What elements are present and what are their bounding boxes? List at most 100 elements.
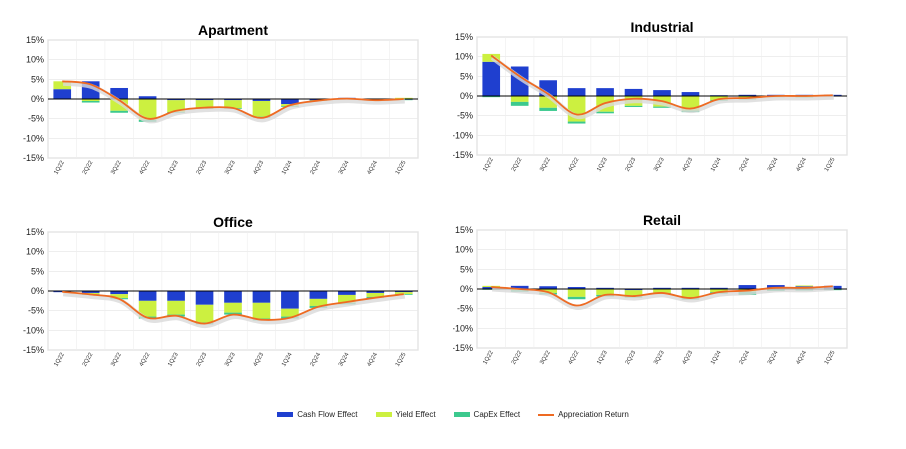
x-tick-label: 2Q23 [625,349,638,365]
bar-cash-flow-effect [567,287,586,289]
bar-capex-effect [81,100,100,103]
x-tick-label: 3Q23 [653,349,666,365]
bar-cash-flow-effect [624,88,643,96]
bar-cash-flow-effect [653,90,671,96]
bar-capex-effect [539,107,557,111]
bar-yield-effect [539,96,557,108]
bar-cash-flow-effect [110,291,128,295]
x-tick-label: 4Q24 [795,156,808,172]
line-appreciation-return [62,80,404,120]
bar-cash-flow-effect [596,88,614,96]
y-tick-label: -10% [23,325,44,335]
x-tick-label: 2Q22 [82,351,95,367]
y-tick-label: 15% [455,225,473,235]
bar-cash-flow-effect [224,99,242,101]
bar-yield-effect [394,97,413,99]
bar-cash-flow-effect [195,291,214,305]
x-tick-label: 4Q24 [366,159,379,175]
y-tick-label: 0% [31,286,44,296]
bar-yield-effect [110,294,128,299]
x-tick-label: 1Q22 [53,351,66,367]
x-tick-label: 4Q22 [568,349,581,365]
bar-cash-flow-effect [738,94,757,96]
bar-capex-effect [567,121,586,124]
legend-item: CapEx Effect [453,410,520,419]
y-tick-label: 15% [26,35,44,45]
bar-yield-effect [681,96,700,111]
bar-cash-flow-effect [681,287,700,289]
bar-yield-effect [366,292,385,297]
legend-swatch [277,412,294,417]
x-tick-label: 4Q22 [568,156,581,172]
chart-title: Industrial [630,19,693,35]
bar-cash-flow-effect [281,291,299,309]
x-tick-label: 3Q22 [539,156,552,172]
bar-cash-flow-effect [81,291,100,293]
y-tick-label: -5% [28,114,44,124]
y-tick-label: -10% [23,133,44,143]
bar-yield-effect [110,99,128,111]
x-tick-label: 1Q22 [53,159,66,175]
x-tick-label: 1Q24 [710,156,723,172]
y-tick-label: 0% [460,91,473,101]
chart-svg-office: Office 15% 10% 5% 0% -5% -10% -15% 1Q22 2Q22 3Q22 4… [23,214,419,368]
chart-panel-industrial: Industrial 15% 10% 5% 0% -5% -10% -15% 1Q22 2Q22 3… [453,0,906,195]
y-tick-label: -10% [453,323,473,333]
bar-cash-flow-effect [110,87,128,99]
x-tick-label: 2Q24 [310,351,323,367]
y-tick-label: 5% [31,266,44,276]
bar-capex-effect [653,106,671,108]
x-tick-label: 3Q24 [338,351,351,367]
bar-cash-flow-effect [281,99,299,105]
x-tick-label: 2Q23 [196,351,209,367]
bar-cash-flow-effect [252,291,271,303]
bar-cash-flow-effect [738,285,757,289]
bar-cash-flow-effect [252,99,271,101]
bar-yield-effect [195,100,214,109]
bar-yield-effect [710,289,728,293]
chart-svg-industrial: Industrial 15% 10% 5% 0% -5% -10% -15% 1Q22 2Q22 3… [453,19,848,173]
legend-item: Appreciation Return [538,410,629,419]
line-appreciation-return [62,290,404,325]
bar-cash-flow-effect [366,291,385,293]
y-tick-label: 15% [26,227,44,237]
bar-yield-effect [281,308,299,317]
bar-yield-effect [596,289,614,295]
bar-cash-flow-effect [138,291,157,301]
y-tick-label: 15% [455,32,473,42]
x-tick-label: 1Q24 [710,349,723,365]
x-tick-label: 1Q23 [596,156,609,172]
bar-yield-effect [224,302,242,313]
x-tick-label: 4Q22 [139,351,152,367]
y-tick-label: 10% [455,245,473,255]
x-tick-label: 2Q24 [739,156,752,172]
bar-yield-effect [81,99,100,101]
x-tick-label: 3Q22 [110,159,123,175]
appreciation-line-shadow [62,291,406,329]
x-tick-label: 2Q23 [625,156,638,172]
x-tick-label: 4Q23 [253,351,266,367]
bar-yield-effect [567,289,586,297]
chart-panel-office: Office 15% 10% 5% 0% -5% -10% -15% 1Q22 2Q22 3Q22 4… [0,195,453,390]
x-tick-label: 1Q25 [395,159,408,175]
bar-cash-flow-effect [710,287,728,289]
bar-yield-effect [681,289,700,299]
chart-title: Apartment [198,22,268,38]
bar-capex-effect [596,111,614,114]
x-tick-label: 2Q22 [511,349,524,365]
x-tick-label: 4Q23 [682,349,695,365]
legend: Cash Flow Effect Yield Effect CapEx Effect… [0,410,906,419]
y-tick-label: -5% [457,111,473,121]
chart-panel-retail: Retail 15% 10% 5% 0% -5% -10% -15% 1Q22 2Q22 3Q22 4… [453,195,906,390]
bar-capex-effect [110,110,128,113]
legend-label: Appreciation Return [558,410,629,419]
x-tick-label: 1Q25 [824,156,837,172]
bar-cash-flow-effect [653,287,671,289]
y-tick-label: 0% [460,284,473,294]
bar-cash-flow-effect [482,61,501,96]
bar-yield-effect [539,289,557,293]
bar-yield-effect [167,100,185,112]
bar-capex-effect [510,101,529,106]
bar-capex-effect [482,96,501,98]
bar-yield-effect [653,289,671,293]
